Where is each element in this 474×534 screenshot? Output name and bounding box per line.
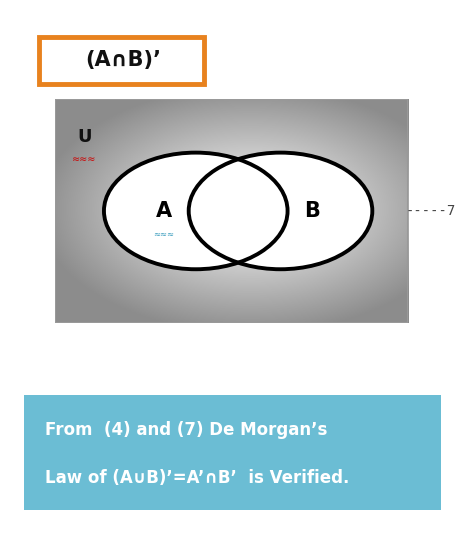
Text: From  (4) and (7) De Morgan’s: From (4) and (7) De Morgan’s (45, 421, 327, 438)
FancyBboxPatch shape (7, 390, 457, 515)
Circle shape (104, 153, 288, 269)
Text: ≈≈≈: ≈≈≈ (154, 229, 174, 238)
Text: U: U (77, 128, 92, 146)
Text: -----7: -----7 (405, 204, 456, 218)
Text: B: B (304, 201, 320, 221)
Circle shape (189, 153, 373, 269)
Text: Law of (A∪B)’=A’∩B’  is Verified.: Law of (A∪B)’=A’∩B’ is Verified. (45, 469, 349, 487)
Text: ≈≈≈: ≈≈≈ (73, 154, 97, 164)
Text: A: A (156, 201, 172, 221)
Text: (A∩B)’: (A∩B)’ (85, 50, 161, 70)
FancyBboxPatch shape (38, 37, 204, 84)
